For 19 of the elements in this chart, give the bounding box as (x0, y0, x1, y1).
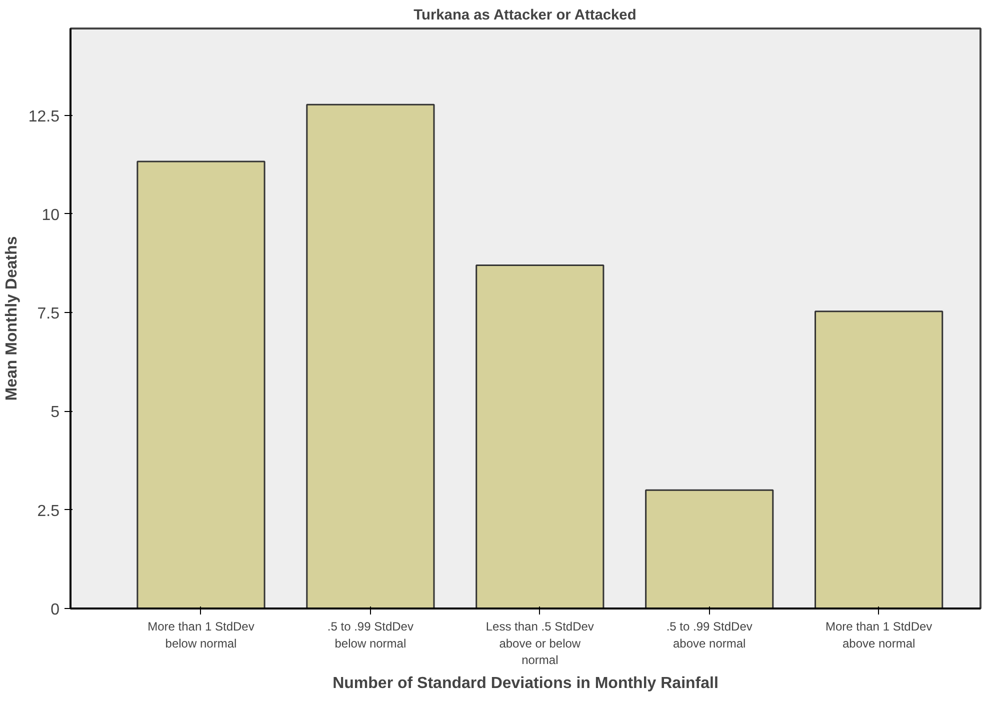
y-tick-label: 2.5 (37, 502, 60, 520)
y-tick-label: 0 (50, 602, 60, 618)
y-axis-title: Mean Monthly Deaths (3, 236, 20, 401)
y-tick-label: 7.5 (37, 306, 60, 323)
bar (814, 310, 944, 608)
y-tick-label: 12.5 (28, 108, 60, 126)
bar (645, 489, 774, 608)
x-axis-title: Number of Standard Deviations in Monthly Rainfall (332, 675, 718, 692)
x-tick-label: More than 1 StdDev above normal (825, 620, 932, 650)
x-tick-label: .5 to .99 StdDev below normal (327, 620, 414, 650)
x-tick-label: Less than .5 StdDev above or below normal (486, 620, 594, 668)
x-tick-label: .5 to .99 StdDev above normal (666, 620, 752, 650)
chart-title: Turkana as Attacker or Attacked (414, 8, 636, 24)
y-tick-label: 5 (50, 404, 60, 422)
y-tick-label: 10 (42, 206, 60, 224)
bar (476, 264, 604, 608)
bar (136, 160, 266, 608)
bar (306, 104, 435, 608)
x-tick-label: More than 1 StdDev below normal (148, 620, 254, 650)
